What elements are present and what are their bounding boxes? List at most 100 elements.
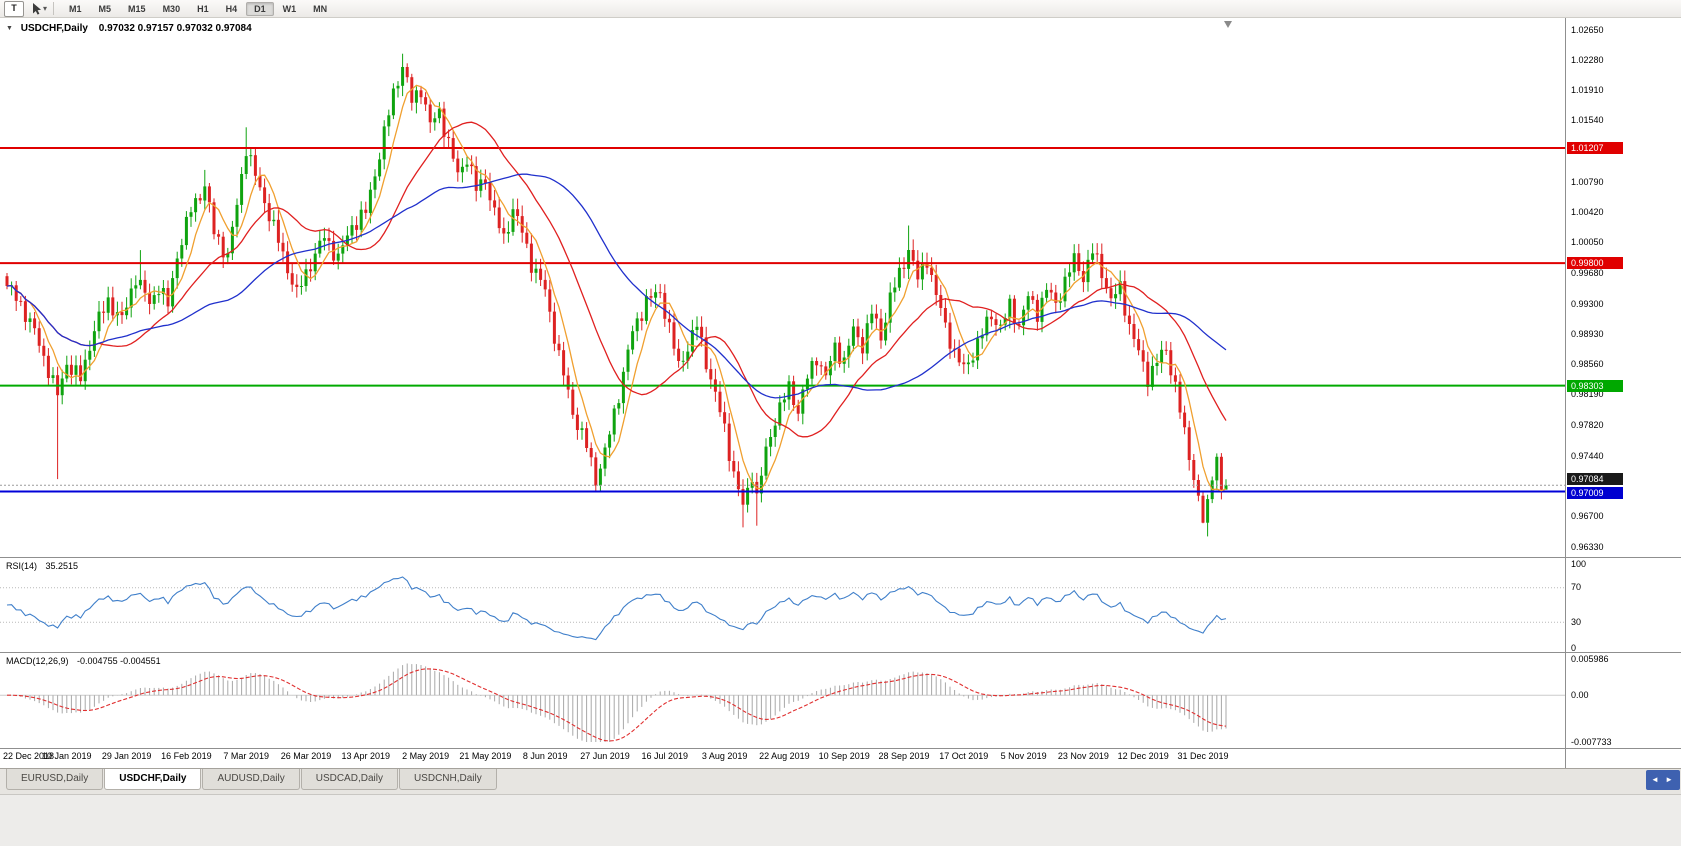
macd-axis-tick: 0.005986 (1571, 653, 1609, 664)
toolbar-separator (53, 2, 55, 15)
price-axis-tick: 0.97440 (1571, 450, 1604, 461)
timeframe-button-mn[interactable]: MN (313, 3, 328, 14)
chart-dropdown-icon[interactable]: ▼ (6, 25, 13, 32)
date-axis-label: 2 May 2019 (402, 751, 450, 761)
chart-title: ▼ USDCHF,Daily 0.97032 0.97157 0.97032 0… (6, 23, 252, 34)
tab-scroll-right-icon[interactable]: ► (1665, 775, 1676, 784)
price-axis-tick: 0.96700 (1571, 511, 1604, 522)
date-axis-label: 16 Jul 2019 (641, 751, 689, 761)
chart-shift-marker-icon (1224, 21, 1232, 28)
macd-axis-tick: 0.00 (1571, 689, 1589, 700)
timeframe-button-m5[interactable]: M5 (98, 3, 112, 14)
price-badge-support-line: 0.97009 (1567, 486, 1623, 499)
price-badge-current-price: 0.97084 (1567, 473, 1623, 486)
price-axis-tick: 1.02650 (1571, 24, 1604, 35)
price-axis-tick: 1.02280 (1571, 54, 1604, 65)
macd-indicator-label: MACD(12,26,9) -0.004755 -0.004551 (6, 656, 161, 666)
date-axis-label: 31 Dec 2019 (1177, 751, 1229, 761)
date-axis-label: 21 May 2019 (459, 751, 512, 761)
date-axis-label: 22 Aug 2019 (759, 751, 810, 761)
rsi-indicator-label: RSI(14) 35.2515 (6, 561, 78, 571)
macd-axis: 0.005986 0.00 -0.007733 (1565, 0, 1681, 768)
pane-resize-handle[interactable] (0, 557, 1681, 558)
date-axis-label: 22 Dec 2018 (3, 751, 55, 761)
chart-tab-usdcnh[interactable]: USDCNH,Daily (398, 769, 497, 790)
main-toolbar: T ▾ M1 M5 M15 M30 H1 H4 D1 W1 MN (0, 0, 1681, 18)
status-bar (0, 794, 1681, 846)
date-axis-label: 7 Mar 2019 (223, 751, 269, 761)
date-axis-label: 27 Jun 2019 (580, 751, 630, 761)
tab-scroll-left-icon[interactable]: ◄ (1650, 775, 1661, 784)
macd-pane-canvas[interactable] (0, 653, 1565, 748)
chart-tab-usdchf[interactable]: USDCHF,Daily (104, 769, 202, 790)
price-axis-tick: 0.97820 (1571, 419, 1604, 430)
rsi-axis-tick: 0 (1571, 642, 1577, 653)
cursor-icon (33, 3, 41, 15)
date-axis-label: 29 Jan 2019 (101, 751, 152, 761)
rsi-label-text: RSI(14) (6, 561, 38, 571)
rsi-axis-tick: 70 (1571, 582, 1582, 593)
chart-ohlc-values: 0.97032 0.97157 0.97032 0.97084 (98, 23, 252, 34)
timeframe-button-m15[interactable]: M15 (128, 3, 146, 14)
text-tool-button[interactable]: T (4, 0, 24, 17)
timeframe-button-w1[interactable]: W1 (282, 3, 297, 14)
price-badge-resistance: 0.99800 (1567, 257, 1623, 270)
date-axis-label: 16 Feb 2019 (161, 751, 212, 761)
timeframe-button-m30[interactable]: M30 (162, 3, 181, 14)
price-axis-border (1565, 18, 1566, 768)
date-axis-label: 5 Nov 2019 (1000, 751, 1047, 761)
date-axis-label: 28 Sep 2019 (878, 751, 930, 761)
date-axis-label: 23 Nov 2019 (1057, 751, 1109, 761)
date-axis-label: 3 Aug 2019 (701, 751, 748, 761)
tab-scroll-buttons[interactable]: ◄ ► (1646, 770, 1680, 790)
date-axis-label: 26 Mar 2019 (280, 751, 332, 761)
cursor-tool-button[interactable]: ▾ (31, 2, 47, 15)
price-axis-tick: 0.99300 (1571, 298, 1604, 309)
price-axis-tick: 0.96330 (1571, 541, 1604, 552)
rsi-axis-tick: 30 (1571, 616, 1582, 627)
macd-label-text: MACD(12,26,9) (6, 656, 69, 666)
date-axis-label: 10 Sep 2019 (818, 751, 870, 761)
chart-tabs: EURUSD,Daily USDCHF,Daily AUDUSD,Daily USDC… (6, 769, 498, 790)
macd-axis-tick: -0.007733 (1571, 736, 1612, 747)
text-tool-label: T (11, 2, 17, 13)
price-chart-canvas[interactable] (0, 18, 1565, 557)
macd-values: -0.004755 -0.004551 (77, 656, 161, 666)
chart-tab-usdcad[interactable]: USDCAD,Daily (300, 769, 398, 790)
chart-tab-audusd[interactable]: AUDUSD,Daily (202, 769, 300, 790)
chart-tab-bar: EURUSD,Daily USDCHF,Daily AUDUSD,Daily USDC… (0, 768, 1681, 794)
pane-resize-handle[interactable] (0, 652, 1681, 653)
rsi-pane-canvas[interactable] (0, 558, 1565, 652)
price-axis-tick: 1.00790 (1571, 176, 1604, 187)
date-axis-label: 17 Oct 2019 (939, 751, 989, 761)
date-axis-separator (0, 748, 1681, 749)
price-axis-tick: 0.98930 (1571, 328, 1604, 339)
rsi-value: 35.2515 (45, 561, 79, 571)
date-axis[interactable]: 22 Dec 2018 10 Jan 2019 29 Jan 2019 16 Feb … (0, 0, 1565, 768)
price-axis[interactable]: 1.02650 1.02280 1.01910 1.01540 1.00790 1.004… (1565, 0, 1681, 768)
price-badge-resistance: 1.01207 (1567, 142, 1623, 154)
chart-tab-eurusd[interactable]: EURUSD,Daily (6, 769, 104, 790)
price-axis-tick: 1.01540 (1571, 115, 1604, 126)
rsi-axis-tick: 100 (1571, 559, 1587, 569)
timeframe-button-h1[interactable]: H1 (197, 3, 209, 14)
timeframe-toolbar: M1 M5 M15 M30 H1 H4 D1 W1 MN (61, 1, 336, 16)
date-axis-label: 12 Dec 2019 (1117, 751, 1169, 761)
timeframe-button-h4[interactable]: H4 (225, 3, 238, 14)
price-axis-tick: 1.01910 (1571, 85, 1604, 95)
date-axis-label: 10 Jan 2019 (42, 751, 92, 761)
price-axis-tick: 0.98560 (1571, 359, 1604, 370)
price-axis-tick: 0.98190 (1571, 389, 1604, 400)
price-axis-tick: 1.00420 (1571, 206, 1604, 217)
rsi-axis: 100 70 30 0 (1565, 0, 1681, 768)
chevron-down-icon: ▾ (43, 4, 48, 13)
timeframe-button-d1[interactable]: D1 (246, 1, 274, 16)
price-axis-tick: 1.00050 (1571, 237, 1604, 248)
date-axis-label: 13 Apr 2019 (341, 751, 391, 761)
price-axis-tick: 0.99680 (1571, 267, 1604, 278)
chart-symbol-title: USDCHF,Daily (20, 23, 88, 34)
price-badge-support: 0.98303 (1567, 379, 1623, 392)
timeframe-button-m1[interactable]: M1 (69, 3, 82, 14)
date-axis-label: 8 Jun 2019 (522, 751, 568, 761)
